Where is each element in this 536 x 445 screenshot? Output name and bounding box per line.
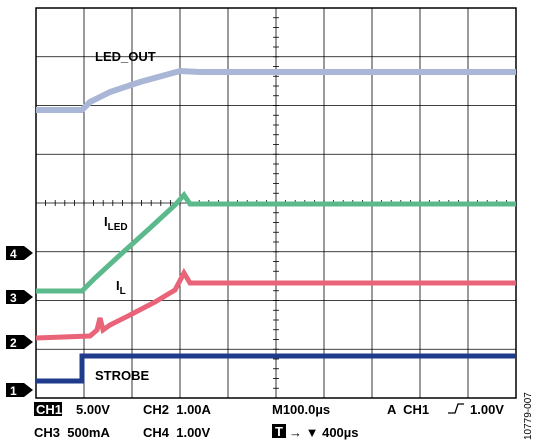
figure-id: 10779-007 <box>523 392 534 440</box>
label-sub: L <box>120 286 126 297</box>
t-box <box>272 424 286 438</box>
trigger-edge <box>448 403 464 414</box>
trace-i-led <box>36 190 516 294</box>
ch2: CH2 1.00A <box>143 402 212 417</box>
label-i-l: IL <box>116 278 126 297</box>
marker-shape <box>6 246 33 260</box>
trace-led-out <box>36 67 516 113</box>
label-strobe: STROBE <box>95 368 150 383</box>
ch4: CH4 1.00V <box>143 425 211 440</box>
ch1-box <box>34 402 62 416</box>
label-led-out: LED_OUT <box>95 49 156 64</box>
label-i-led: ILED <box>104 214 128 233</box>
timebase: M100.0µs <box>272 402 330 417</box>
trace-strobe <box>36 353 516 384</box>
trigger-position: → ▼ 400µs <box>289 425 359 440</box>
ch3: CH3 500mA <box>34 425 110 440</box>
label-main: I <box>116 278 120 293</box>
marker-shape <box>6 290 33 304</box>
t-label: T <box>275 424 283 439</box>
channel-markers: 1 2 3 4 <box>6 246 33 398</box>
trigger-source: A CH1 <box>387 402 429 417</box>
label-sub: LED <box>108 222 128 233</box>
ch1-scale: 5.00V <box>76 402 110 417</box>
marker-label: 2 <box>10 336 17 350</box>
trigger-level: 1.00V <box>470 402 504 417</box>
ch1: CH1 <box>36 402 62 417</box>
marker-shape <box>6 335 33 349</box>
marker-label: 3 <box>10 291 17 305</box>
marker-label: 1 <box>10 384 17 398</box>
label-main: I <box>104 214 108 229</box>
trace-i-l <box>35 267 516 341</box>
marker-label: 4 <box>10 247 17 261</box>
marker-shape <box>6 383 33 397</box>
